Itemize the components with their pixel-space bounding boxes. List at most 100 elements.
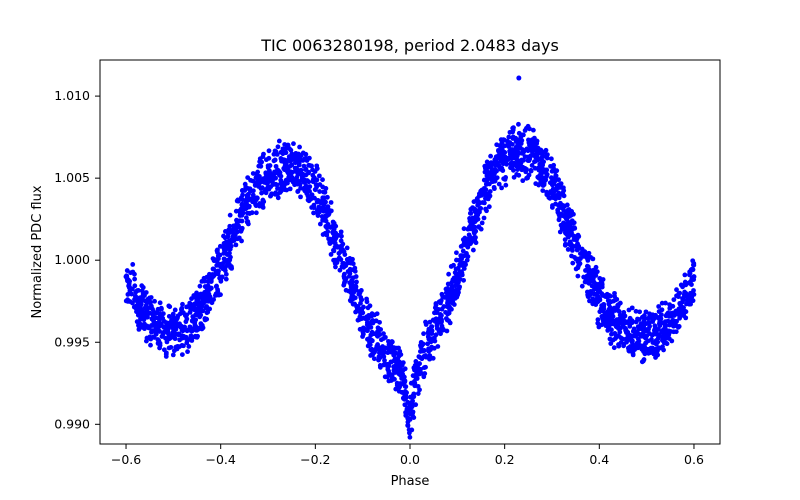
scatter-point — [626, 307, 632, 313]
scatter-point — [445, 311, 451, 317]
scatter-point — [171, 328, 177, 334]
scatter-point — [456, 286, 462, 292]
scatter-point — [332, 244, 338, 250]
scatter-point — [381, 362, 387, 368]
scatter-point — [509, 141, 515, 147]
scatter-point — [368, 338, 373, 344]
scatter-point — [415, 391, 421, 396]
scatter-point — [143, 290, 149, 295]
scatter-point — [431, 345, 437, 351]
scatter-point — [606, 311, 612, 317]
scatter-point — [532, 165, 538, 171]
scatter-point — [423, 353, 428, 358]
scatter-point — [316, 204, 322, 210]
scatter-point — [383, 345, 389, 351]
scatter-point — [258, 186, 264, 191]
scatter-point — [274, 167, 280, 173]
scatter-point — [165, 326, 171, 332]
scatter-point — [250, 171, 256, 176]
scatter-point — [153, 315, 159, 321]
scatter-point — [128, 270, 133, 276]
scatter-point — [540, 162, 546, 168]
scatter-point — [184, 328, 190, 334]
scatter-point — [353, 274, 359, 279]
scatter-point — [558, 222, 564, 228]
scatter-point — [633, 308, 639, 314]
scatter-point — [454, 250, 459, 256]
scatter-point — [530, 152, 536, 158]
scatter-point — [594, 269, 600, 275]
scatter-point — [147, 305, 153, 310]
scatter-point — [163, 354, 169, 359]
scatter-point — [509, 160, 515, 166]
scatter-point — [217, 243, 223, 249]
scatter-point — [487, 181, 492, 187]
scatter-point — [647, 320, 652, 325]
scatter-point — [328, 236, 333, 242]
scatter-point — [525, 148, 531, 154]
scatter-point — [478, 188, 484, 194]
scatter-point — [676, 294, 681, 300]
scatter-point — [187, 309, 193, 315]
scatter-point — [629, 346, 635, 352]
scatter-point — [175, 343, 181, 349]
scatter-point — [393, 364, 399, 370]
scatter-point — [250, 199, 255, 205]
scatter-point — [268, 177, 273, 182]
scatter-point — [372, 312, 377, 318]
scatter-point — [533, 158, 539, 164]
scatter-point — [223, 276, 229, 282]
scatter-point — [426, 336, 432, 342]
scatter-point — [253, 174, 259, 180]
scatter-point — [348, 267, 354, 273]
scatter-point — [541, 169, 547, 174]
scatter-point — [597, 288, 603, 294]
scatter-point — [515, 167, 520, 172]
scatter-point — [398, 366, 403, 372]
y-tick-label: 0.990 — [54, 416, 90, 431]
scatter-point — [611, 298, 616, 304]
scatter-point — [414, 370, 420, 376]
scatter-point — [328, 200, 334, 205]
scatter-point — [325, 229, 331, 235]
scatter-point — [183, 336, 189, 342]
scatter-point — [644, 333, 650, 339]
scatter-point — [153, 331, 159, 337]
scatter-point — [200, 325, 206, 331]
scatter-point — [562, 242, 568, 248]
scatter-point — [649, 337, 654, 342]
scatter-point — [222, 268, 228, 274]
scatter-point — [313, 182, 319, 187]
scatter-point — [310, 177, 316, 183]
outlier-point — [516, 75, 522, 81]
scatter-point — [290, 179, 296, 185]
scatter-point — [344, 245, 350, 251]
scatter-point — [285, 142, 291, 148]
scatter-point — [157, 329, 163, 334]
scatter-point — [337, 267, 343, 273]
scatter-point — [484, 172, 490, 178]
scatter-point — [646, 350, 651, 356]
scatter-point — [582, 279, 588, 285]
scatter-point — [462, 235, 468, 241]
scatter-point — [614, 317, 620, 323]
scatter-point — [212, 293, 218, 298]
scatter-point — [593, 264, 599, 270]
scatter-point — [553, 193, 559, 198]
scatter-point — [607, 321, 613, 327]
scatter-point — [617, 312, 623, 318]
scatter-point — [410, 373, 416, 379]
scatter-point — [652, 323, 658, 329]
scatter-point — [309, 192, 315, 198]
scatter-point — [311, 205, 317, 211]
scatter-point — [523, 169, 529, 175]
scatter-point — [615, 304, 621, 309]
x-tick-label: 0.2 — [495, 452, 515, 467]
scatter-point — [535, 145, 541, 151]
scatter-point — [310, 167, 315, 173]
scatter-point — [148, 295, 154, 300]
scatter-point — [488, 153, 494, 159]
scatter-point — [680, 307, 685, 313]
scatter-point — [447, 320, 453, 326]
scatter-point — [189, 318, 195, 324]
